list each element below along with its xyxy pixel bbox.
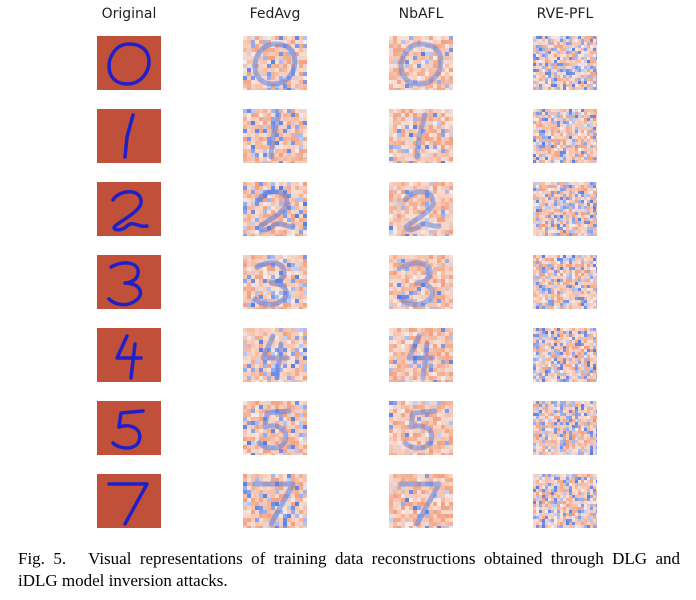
tile-image [533, 474, 597, 528]
tile-image [389, 401, 453, 455]
tile-image [97, 36, 161, 90]
digit-stroke [107, 261, 143, 307]
digit-stroke [123, 113, 135, 159]
digit-stroke [111, 190, 149, 232]
tile-rve-pfl-digit-1 [533, 109, 597, 163]
tile-image [97, 474, 161, 528]
tile-rve-pfl-digit-4 [533, 328, 597, 382]
tile-fedavg-digit-2 [243, 182, 307, 236]
tile-nbafl-digit-0 [389, 36, 453, 90]
tile-nbafl-digit-2 [389, 182, 453, 236]
tile-original-digit-4 [97, 328, 161, 382]
tile-image [533, 401, 597, 455]
tile-original-digit-2 [97, 182, 161, 236]
tile-nbafl-digit-7 [389, 474, 453, 528]
tile-original-digit-3 [97, 255, 161, 309]
figure-caption: Fig. 5. Visual representations of trainin… [18, 548, 680, 592]
digit-stroke [107, 482, 149, 526]
column-header-nbafl: NbAFL [398, 6, 444, 22]
tile-rve-pfl-digit-2 [533, 182, 597, 236]
tile-fedavg-digit-3 [243, 255, 307, 309]
tile-rve-pfl-digit-3 [533, 255, 597, 309]
tile-image [389, 255, 453, 309]
tile-nbafl-digit-3 [389, 255, 453, 309]
tile-image [389, 36, 453, 90]
digit-stroke [111, 409, 145, 450]
tile-fedavg-digit-1 [243, 109, 307, 163]
tile-fedavg-digit-5 [243, 401, 307, 455]
tile-image [389, 474, 453, 528]
tile-image [243, 474, 307, 528]
column-header-rve-pfl: RVE-PFL [536, 6, 594, 22]
tile-nbafl-digit-4 [389, 328, 453, 382]
tile-rve-pfl-digit-7 [533, 474, 597, 528]
tile-fedavg-digit-0 [243, 36, 307, 90]
tile-fedavg-digit-7 [243, 474, 307, 528]
tile-rve-pfl-digit-0 [533, 36, 597, 90]
tile-rve-pfl-digit-5 [533, 401, 597, 455]
tile-image [243, 328, 307, 382]
tile-image [389, 109, 453, 163]
tile-nbafl-digit-1 [389, 109, 453, 163]
tile-image [97, 328, 161, 382]
digit-stroke [115, 334, 143, 380]
digit-stroke [107, 42, 151, 86]
tile-original-digit-7 [97, 474, 161, 528]
tile-image [533, 36, 597, 90]
tile-image [243, 182, 307, 236]
tile-image [243, 36, 307, 90]
tile-image [533, 328, 597, 382]
tile-image [389, 328, 453, 382]
tile-nbafl-digit-5 [389, 401, 453, 455]
column-header-original: Original [101, 6, 157, 22]
caption-text: Visual representations of training data … [18, 549, 680, 590]
column-header-fedavg: FedAvg [249, 6, 301, 22]
tile-image [97, 255, 161, 309]
tile-original-digit-5 [97, 401, 161, 455]
tile-image [243, 109, 307, 163]
tile-original-digit-0 [97, 36, 161, 90]
tile-original-digit-1 [97, 109, 161, 163]
tile-image [243, 255, 307, 309]
tile-image [243, 401, 307, 455]
tile-image [533, 182, 597, 236]
tile-image [97, 401, 161, 455]
tile-image [533, 109, 597, 163]
tile-image [97, 109, 161, 163]
tile-image [533, 255, 597, 309]
tile-image [97, 182, 161, 236]
caption-label: Fig. 5. [18, 549, 67, 568]
tile-image [389, 182, 453, 236]
tile-fedavg-digit-4 [243, 328, 307, 382]
